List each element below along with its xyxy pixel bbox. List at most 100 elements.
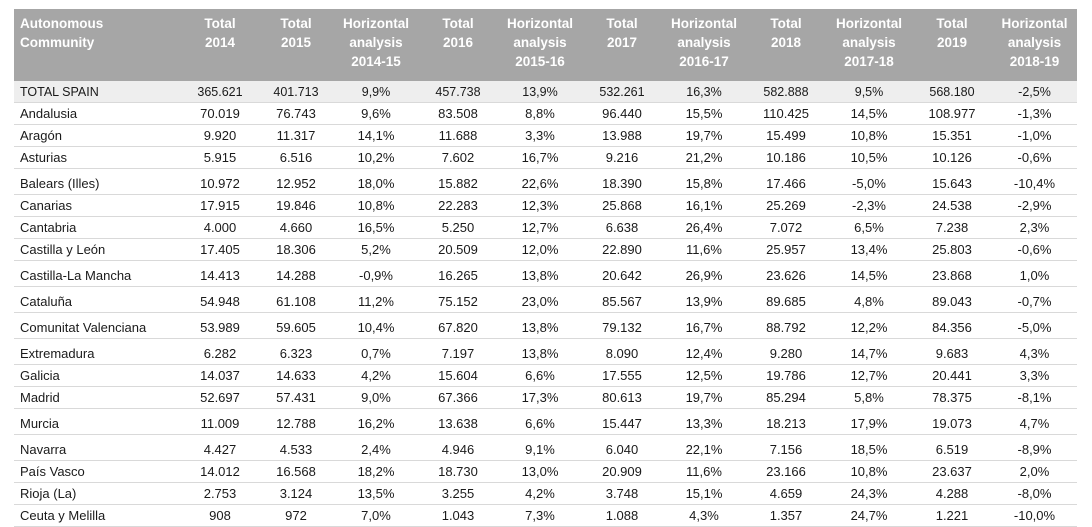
column-header-line: Horizontal bbox=[1001, 16, 1068, 31]
column-header: Total 2018 bbox=[746, 9, 826, 81]
table-row: Murcia 11.009 12.788 16,2% 13.638 6,6% 15.447 1… bbox=[14, 408, 1077, 435]
value-cell: 12,0% bbox=[498, 238, 582, 261]
value-cell: 3.124 bbox=[258, 482, 334, 505]
value-cell: 12,7% bbox=[826, 364, 912, 387]
value-cell: 53.989 bbox=[182, 312, 258, 339]
value-cell: 14.037 bbox=[182, 364, 258, 387]
value-cell: 3,3% bbox=[992, 364, 1077, 387]
value-cell: 25.868 bbox=[582, 194, 662, 217]
table-row: Galicia 14.037 14.633 4,2% 15.604 6,6% 17.555 1… bbox=[14, 364, 1077, 387]
column-header-line: Horizontal bbox=[671, 16, 737, 31]
column-header: Autonomous Community bbox=[14, 9, 182, 81]
community-name-cell: Castilla-La Mancha bbox=[14, 260, 182, 287]
value-cell: -8,9% bbox=[992, 434, 1077, 461]
value-cell: 15.643 bbox=[912, 168, 992, 195]
community-name-cell: Murcia bbox=[14, 408, 182, 435]
value-cell: 4,8% bbox=[826, 286, 912, 313]
value-cell: 10.126 bbox=[912, 146, 992, 169]
value-cell: 10,8% bbox=[826, 460, 912, 483]
value-cell: -1,0% bbox=[992, 124, 1077, 147]
value-cell: 9,1% bbox=[498, 434, 582, 461]
value-cell: 23.166 bbox=[746, 460, 826, 483]
value-cell: 84.356 bbox=[912, 312, 992, 339]
value-cell: 16,7% bbox=[662, 312, 746, 339]
value-cell: -0,6% bbox=[992, 146, 1077, 169]
column-header: Total 2017 bbox=[582, 9, 662, 81]
table-row: Castilla-La Mancha 14.413 14.288 -0,9% 16.26… bbox=[14, 260, 1077, 287]
value-cell: 15.882 bbox=[418, 168, 498, 195]
value-cell: 14,5% bbox=[826, 260, 912, 287]
value-cell: 9.920 bbox=[182, 124, 258, 147]
value-cell: 26,4% bbox=[662, 216, 746, 239]
value-cell: 11,6% bbox=[662, 238, 746, 261]
value-cell: 2.753 bbox=[182, 482, 258, 505]
value-cell: 76.743 bbox=[258, 102, 334, 125]
value-cell: 18,2% bbox=[334, 460, 418, 483]
column-header-line: analysis bbox=[677, 35, 731, 50]
value-cell: 9,0% bbox=[334, 386, 418, 409]
value-cell: 457.738 bbox=[418, 81, 498, 103]
value-cell: 13.638 bbox=[418, 408, 498, 435]
table-row: Asturias 5.915 6.516 10,2% 7.602 16,7% 9.216 21… bbox=[14, 146, 1077, 169]
value-cell: 18.390 bbox=[582, 168, 662, 195]
table-row: Navarra 4.427 4.533 2,4% 4.946 9,1% 6.040 22,1%… bbox=[14, 434, 1077, 461]
value-cell: 14,7% bbox=[826, 338, 912, 365]
value-cell: 10,2% bbox=[334, 146, 418, 169]
value-cell: 582.888 bbox=[746, 81, 826, 103]
value-cell: 972 bbox=[258, 504, 334, 527]
value-cell: 17.405 bbox=[182, 238, 258, 261]
value-cell: 108.977 bbox=[912, 102, 992, 125]
community-name-cell: Cataluña bbox=[14, 286, 182, 313]
value-cell: 7.602 bbox=[418, 146, 498, 169]
value-cell: 4.427 bbox=[182, 434, 258, 461]
value-cell: 4,3% bbox=[992, 338, 1077, 365]
value-cell: 4.660 bbox=[258, 216, 334, 239]
value-cell: 18.213 bbox=[746, 408, 826, 435]
value-cell: 10,4% bbox=[334, 312, 418, 339]
value-cell: 14.012 bbox=[182, 460, 258, 483]
value-cell: 83.508 bbox=[418, 102, 498, 125]
table-row: Castilla y León 17.405 18.306 5,2% 20.509 12,… bbox=[14, 238, 1077, 261]
value-cell: 12,2% bbox=[826, 312, 912, 339]
value-cell: 14.633 bbox=[258, 364, 334, 387]
value-cell: 23.637 bbox=[912, 460, 992, 483]
value-cell: 4.288 bbox=[912, 482, 992, 505]
value-cell: 6.323 bbox=[258, 338, 334, 365]
value-cell: 20.509 bbox=[418, 238, 498, 261]
value-cell: 17,9% bbox=[826, 408, 912, 435]
value-cell: 10,5% bbox=[826, 146, 912, 169]
value-cell: 19,7% bbox=[662, 386, 746, 409]
column-header: Horizontal analysis 2015-16 bbox=[498, 9, 582, 81]
column-header-line: 2017-18 bbox=[844, 54, 894, 69]
value-cell: 16.265 bbox=[418, 260, 498, 287]
value-cell: 23,0% bbox=[498, 286, 582, 313]
value-cell: 11.317 bbox=[258, 124, 334, 147]
value-cell: 12,3% bbox=[498, 194, 582, 217]
value-cell: 18,0% bbox=[334, 168, 418, 195]
column-header-line: analysis bbox=[842, 35, 896, 50]
value-cell: -2,3% bbox=[826, 194, 912, 217]
value-cell: 16,3% bbox=[662, 81, 746, 103]
value-cell: 6,6% bbox=[498, 364, 582, 387]
value-cell: 7,3% bbox=[498, 504, 582, 527]
value-cell: 4,2% bbox=[498, 482, 582, 505]
value-cell: 25.803 bbox=[912, 238, 992, 261]
value-cell: 0,7% bbox=[334, 338, 418, 365]
value-cell: 21,2% bbox=[662, 146, 746, 169]
total-row: TOTAL SPAIN 365.621 401.713 9,9% 457.738 13,9… bbox=[14, 81, 1077, 103]
value-cell: 18.730 bbox=[418, 460, 498, 483]
community-name-cell: TOTAL SPAIN bbox=[14, 81, 182, 103]
value-cell: 15.447 bbox=[582, 408, 662, 435]
table-row: Balears (Illes) 10.972 12.952 18,0% 15.882 22… bbox=[14, 168, 1077, 195]
value-cell: 13,9% bbox=[662, 286, 746, 313]
value-cell: 1.088 bbox=[582, 504, 662, 527]
value-cell: 19.073 bbox=[912, 408, 992, 435]
value-cell: 17.466 bbox=[746, 168, 826, 195]
value-cell: 96.440 bbox=[582, 102, 662, 125]
value-cell: 25.269 bbox=[746, 194, 826, 217]
value-cell: 23.626 bbox=[746, 260, 826, 287]
value-cell: 17.915 bbox=[182, 194, 258, 217]
value-cell: 6.638 bbox=[582, 216, 662, 239]
table-row: Canarias 17.915 19.846 10,8% 22.283 12,3% 25.8… bbox=[14, 194, 1077, 217]
table-row: Rioja (La) 2.753 3.124 13,5% 3.255 4,2% 3.748 1… bbox=[14, 482, 1077, 505]
